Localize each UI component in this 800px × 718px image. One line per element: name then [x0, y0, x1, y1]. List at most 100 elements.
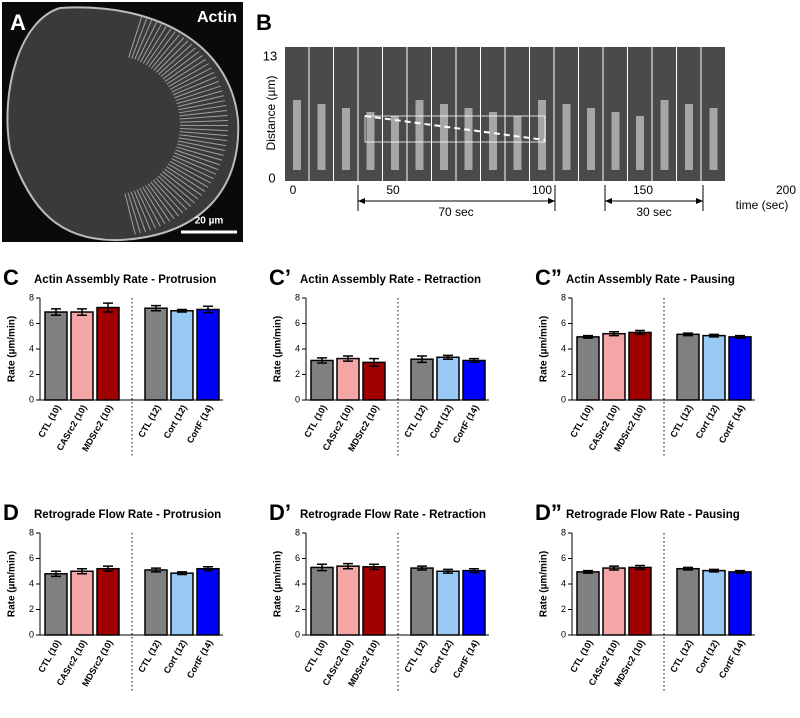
fiber: [147, 183, 175, 220]
y-axis-label: Rate (µm/min): [273, 316, 284, 382]
fiber: [174, 80, 219, 99]
fiber: [167, 163, 209, 188]
chart-title: Actin Assembly Rate - Retraction: [300, 274, 481, 286]
x-tick-label: CTL (12): [136, 638, 163, 674]
x-tick-label: CortF (14): [717, 403, 747, 445]
fiber: [166, 166, 206, 192]
bar: [628, 331, 652, 401]
y-tick-label: 0: [29, 629, 34, 639]
error-bar: [583, 334, 593, 339]
fiber: [130, 191, 146, 232]
x-tick: 50: [386, 183, 400, 197]
y-top: 13: [263, 48, 277, 63]
y-axis-label: Rate (µm/min): [539, 551, 550, 617]
y-tick-label: 6: [561, 318, 566, 328]
y-tick-label: 6: [295, 318, 300, 328]
fiber: [158, 43, 193, 75]
y-tick-label: 0: [29, 394, 34, 404]
error-bar: [417, 355, 427, 364]
y-bottom: 0: [268, 170, 275, 185]
scale-bar-label: 20 µm: [195, 216, 224, 227]
frame-signal: [440, 104, 448, 170]
frame-signal: [660, 100, 669, 170]
fiber: [177, 143, 224, 156]
y-tick-label: 2: [561, 369, 566, 379]
frame-signal: [562, 104, 571, 170]
fiber: [140, 23, 162, 63]
fiber: [137, 21, 158, 61]
fiber: [171, 158, 214, 180]
error-bar: [177, 571, 187, 576]
fiber: [136, 189, 156, 229]
fiber: [162, 51, 200, 80]
y-tick-label: 4: [561, 343, 566, 353]
x-tick-label: CTL (10): [302, 403, 329, 439]
fiber: [169, 67, 212, 90]
bar: [336, 357, 360, 401]
bar: [170, 310, 194, 401]
x-tick-label: CTL (12): [668, 403, 695, 439]
fiber: [124, 193, 136, 235]
fiber: [128, 16, 143, 58]
x-tick-label: CortF (14): [185, 403, 215, 445]
bar: [628, 566, 652, 636]
error-bar: [469, 357, 479, 364]
y-tick-label: 8: [29, 527, 34, 537]
x-tick-label: CTL (12): [402, 403, 429, 439]
interval-label: 30 sec: [636, 205, 671, 219]
x-tick: 200: [776, 183, 796, 197]
panel-label: C: [3, 265, 19, 290]
fiber: [133, 190, 152, 231]
fiber: [127, 192, 141, 234]
fiber: [159, 173, 196, 204]
error-bar: [443, 568, 453, 574]
fiber: [172, 76, 217, 96]
error-bar: [103, 565, 113, 572]
bar: [410, 567, 434, 636]
y-tick-label: 4: [29, 578, 34, 588]
error-bar: [103, 302, 113, 313]
fiber: [176, 146, 223, 161]
x-tick-label: CTL (10): [302, 638, 329, 674]
y-tick-label: 2: [295, 369, 300, 379]
fiber: [179, 120, 228, 123]
x-tick-label: CortF (14): [717, 638, 747, 680]
x-tick: 150: [633, 183, 653, 197]
y-tick-label: 4: [295, 578, 300, 588]
fiber: [150, 34, 180, 69]
error-bar: [683, 332, 693, 337]
chart-title: Retrograde Flow Rate - Retraction: [300, 509, 486, 521]
x-tick-label: CTL (10): [568, 638, 595, 674]
x-tick-label: Cort (12): [694, 403, 721, 440]
fiber: [171, 71, 215, 93]
x-tick: 0: [290, 183, 297, 197]
error-bar: [343, 562, 353, 570]
y-tick-label: 0: [561, 629, 566, 639]
y-axis-label: Rate (µm/min): [539, 316, 550, 382]
y-tick-label: 8: [561, 527, 566, 537]
panel-label: C”: [535, 265, 562, 290]
bar: [728, 571, 752, 636]
fiber: [142, 26, 167, 64]
bar: [676, 567, 700, 636]
bar: [96, 567, 120, 636]
frame: [505, 47, 529, 181]
fiber: [164, 55, 203, 82]
y-tick-label: 0: [561, 394, 566, 404]
y-tick-label: 6: [29, 318, 34, 328]
y-tick-label: 8: [295, 292, 300, 302]
bar: [702, 569, 726, 636]
y-tick-label: 8: [295, 527, 300, 537]
fiber: [157, 175, 192, 207]
x-tick-label: Cort (12): [428, 403, 455, 440]
bar: [362, 361, 386, 401]
panel-label: A: [10, 10, 26, 35]
y-tick-label: 6: [29, 553, 34, 563]
panel-label: D’: [269, 500, 291, 525]
bar: [462, 569, 486, 636]
trace: [364, 115, 546, 141]
y-tick-label: 0: [295, 394, 300, 404]
error-bar: [635, 564, 645, 571]
chart-title: Actin Assembly Rate - Pausing: [566, 274, 735, 286]
fiber: [178, 100, 226, 111]
